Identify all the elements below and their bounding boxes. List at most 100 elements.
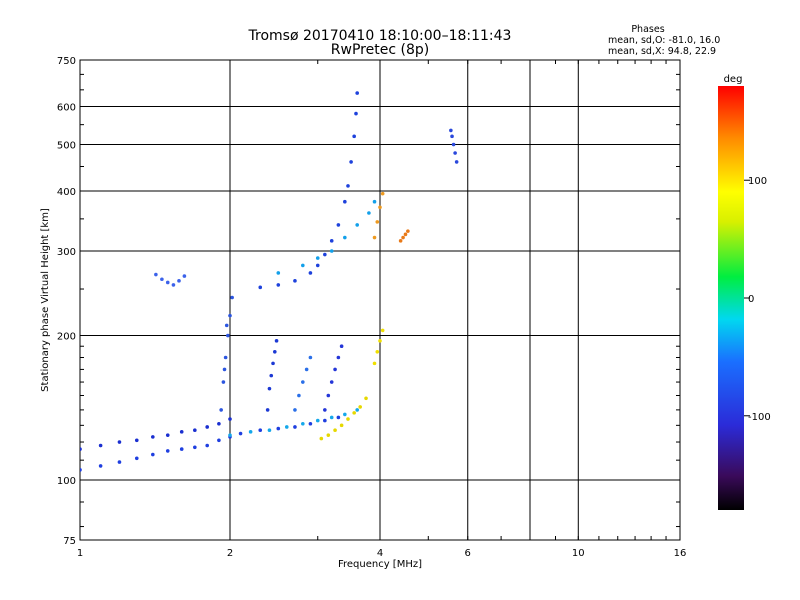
data-point	[193, 428, 197, 433]
data-point	[304, 367, 309, 372]
data-point	[339, 344, 344, 349]
data-point	[222, 367, 227, 372]
data-point	[297, 393, 301, 398]
data-point	[315, 256, 320, 260]
data-point	[226, 333, 230, 338]
data-point	[329, 239, 334, 243]
data-point	[450, 134, 454, 139]
data-point	[179, 430, 184, 434]
data-point	[329, 415, 334, 420]
data-point	[326, 433, 331, 437]
data-point	[165, 280, 170, 285]
data-point	[326, 393, 331, 398]
data-point	[323, 418, 327, 423]
data-point	[98, 464, 103, 468]
data-point	[406, 229, 410, 233]
data-point	[301, 263, 305, 268]
data-point	[238, 431, 243, 436]
data-point	[276, 283, 281, 287]
data-point	[151, 435, 155, 439]
data-point	[343, 412, 347, 417]
axis-ticks: 1 2 4 6 10 16 75 100 200 300 400 500 600 750	[57, 56, 686, 559]
data-point	[308, 355, 313, 360]
data-point	[301, 380, 305, 384]
data-point	[177, 279, 181, 283]
data-point	[315, 418, 320, 423]
x-tick-label: 16	[674, 548, 687, 559]
y-tick-label: 600	[57, 103, 76, 114]
data-point	[364, 396, 368, 401]
data-point	[333, 428, 337, 433]
colorbar-tick-label: -100	[748, 412, 771, 423]
data-point	[346, 184, 350, 188]
data-point	[165, 433, 170, 437]
data-point	[398, 239, 403, 243]
data-point	[276, 426, 281, 431]
data-point	[315, 263, 320, 268]
phase-title: Phases	[631, 24, 664, 35]
data-point	[339, 423, 344, 428]
data-point	[375, 349, 380, 354]
data-point	[258, 285, 263, 290]
phase-o-stats: mean, sd,O: -81.0, 16.0	[608, 35, 720, 46]
data-point	[355, 223, 359, 227]
colorbar-ticks: 100 0 -100	[744, 176, 771, 423]
data-point	[80, 468, 82, 472]
data-point	[293, 425, 297, 429]
data-point	[454, 160, 459, 164]
data-point	[355, 91, 359, 95]
x-tick-label: 4	[377, 548, 383, 559]
data-point	[301, 421, 305, 426]
data-point	[319, 436, 324, 441]
data-point	[329, 380, 334, 384]
colorbar-tick-label: 100	[748, 176, 767, 187]
colorbar-tick-label: 0	[748, 294, 754, 305]
data-point	[224, 323, 229, 328]
x-tick-label: 6	[465, 548, 471, 559]
y-tick-label: 100	[57, 476, 76, 487]
data-point	[336, 415, 341, 420]
data-point	[380, 328, 385, 333]
data-point	[193, 445, 197, 450]
data-point	[284, 425, 289, 429]
data-point	[160, 277, 164, 282]
data-point	[372, 235, 377, 240]
data-point	[367, 211, 371, 215]
data-point	[117, 440, 122, 444]
data-point	[98, 443, 103, 448]
x-tick-label: 1	[77, 548, 83, 559]
data-point	[355, 408, 359, 412]
data-point	[375, 220, 380, 224]
y-tick-label: 400	[57, 187, 76, 198]
data-point	[358, 405, 362, 409]
data-point	[267, 386, 272, 391]
y-tick-label: 300	[57, 247, 76, 258]
data-point	[349, 160, 353, 164]
y-tick-label: 75	[63, 536, 76, 547]
data-point	[228, 313, 232, 318]
data-point	[134, 438, 139, 443]
data-point	[352, 411, 356, 415]
data-point	[217, 438, 221, 443]
y-axis-label: Stationary phase Virtual Height [km]	[40, 208, 51, 392]
data-point	[272, 349, 277, 354]
data-point	[267, 428, 272, 433]
data-point	[372, 361, 377, 366]
data-point	[336, 355, 341, 360]
colorbar-label: deg	[724, 74, 743, 85]
grid-lines	[80, 60, 680, 540]
data-point	[165, 449, 170, 453]
data-point	[271, 361, 275, 366]
data-point	[378, 205, 382, 210]
y-tick-label: 750	[57, 56, 76, 67]
phase-x-stats: mean, sd,X: 94.8, 22.9	[608, 46, 716, 57]
data-point	[228, 417, 232, 421]
data-point	[171, 283, 176, 287]
data-point	[151, 452, 155, 457]
data-point	[230, 295, 234, 300]
colorbar	[718, 86, 744, 510]
data-point	[274, 339, 279, 343]
data-point	[453, 151, 457, 155]
data-points	[80, 91, 459, 472]
data-point	[308, 271, 313, 275]
